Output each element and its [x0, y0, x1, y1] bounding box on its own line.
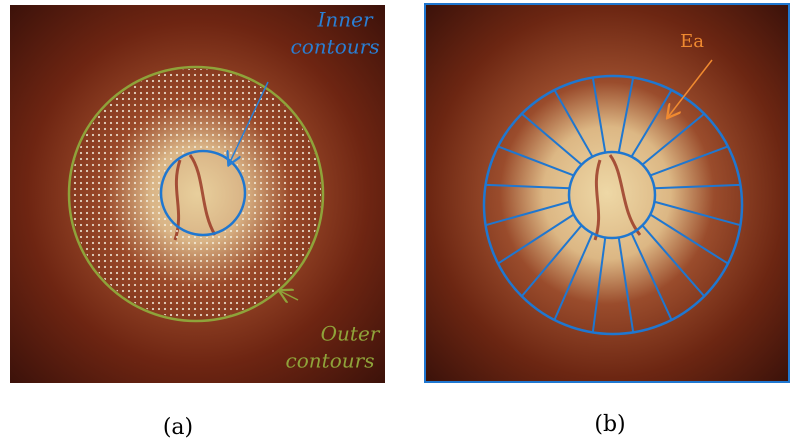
figure: Inner contours Outer contours (a) Ea (b)	[0, 0, 790, 446]
caption: (b)	[594, 412, 625, 437]
annotation: contours	[286, 349, 375, 373]
annotation: contours	[291, 35, 380, 59]
caption: (a)	[163, 415, 193, 440]
annotation: Outer	[321, 322, 381, 346]
annotation: Inner	[316, 8, 373, 32]
fundus-image	[425, 4, 789, 382]
annotation: Ea	[680, 31, 704, 52]
sample-points	[60, 60, 335, 335]
page: Inner contours Outer contours (a) Ea (b)…	[0, 0, 790, 446]
